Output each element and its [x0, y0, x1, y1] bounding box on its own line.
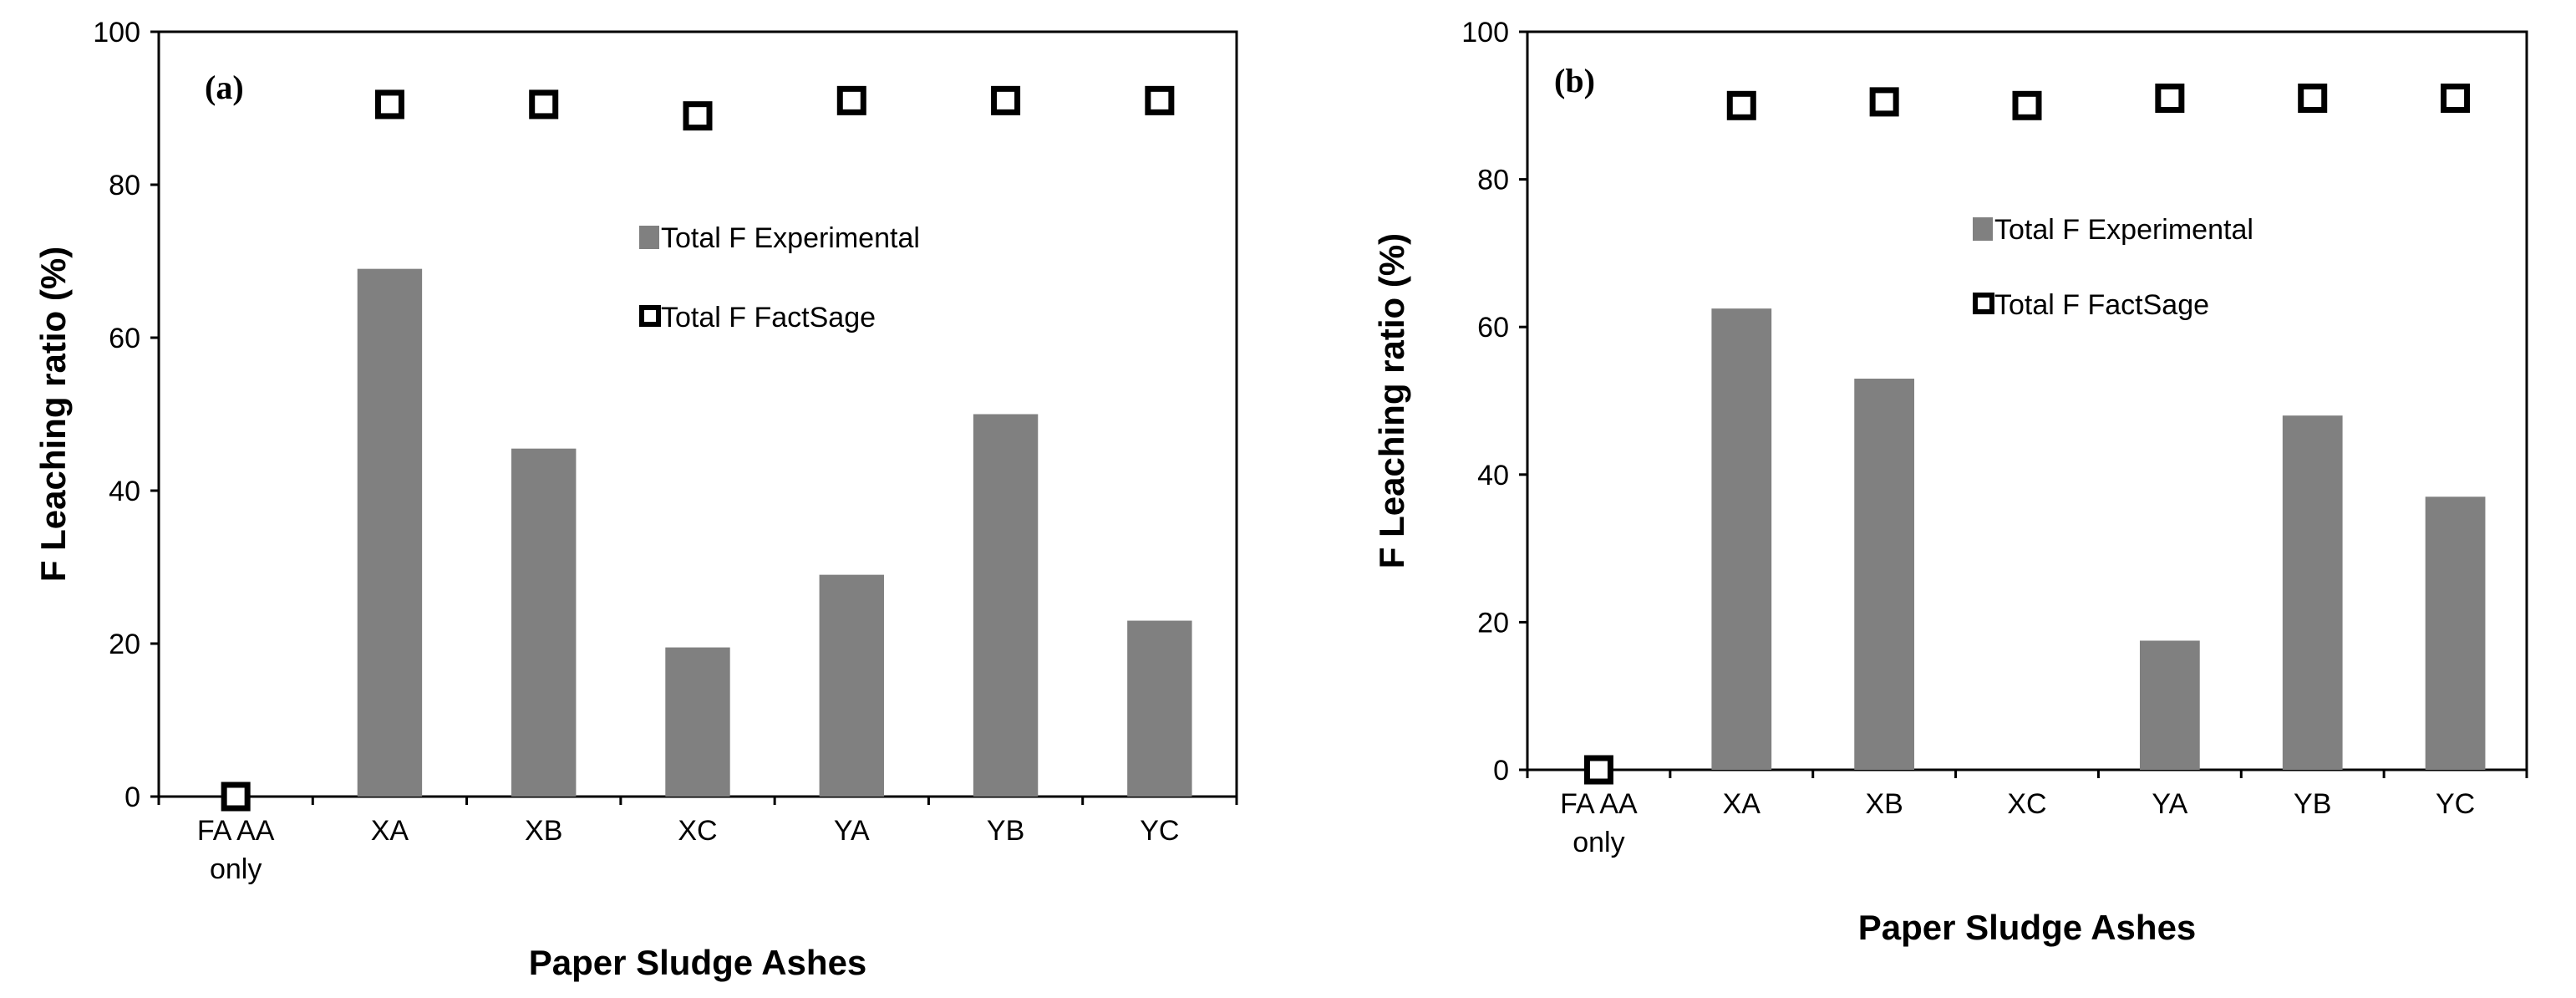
x-tick-label: FA AA	[197, 815, 275, 847]
x-tick-label: YA	[2152, 788, 2187, 820]
x-tick-label: only	[1573, 827, 1624, 858]
marker-factsage	[836, 85, 866, 115]
marker-factsage	[991, 85, 1021, 115]
y-tick-label: 60	[1477, 312, 1509, 344]
legend-swatch-marker	[1973, 293, 1994, 314]
x-tick-label: XA	[371, 815, 409, 847]
y-tick-label: 80	[1477, 165, 1509, 196]
legend-label-factsage: Total F FactSage	[661, 302, 876, 334]
y-tick-label: 80	[109, 170, 140, 201]
x-tick-label: only	[210, 853, 262, 885]
bar-experimental	[1854, 379, 1915, 770]
legend-swatch-marker	[639, 305, 661, 327]
bar-experimental	[1127, 620, 1192, 797]
x-tick-label: YC	[2436, 788, 2475, 820]
x-tick-label: XB	[525, 815, 562, 847]
x-tick-label: YB	[987, 815, 1024, 847]
bar-experimental	[2139, 640, 2200, 770]
marker-factsage	[2155, 83, 2185, 113]
marker-factsage	[529, 89, 559, 120]
y-axis-title: F Leaching ratio (%)	[33, 247, 73, 582]
x-tick-label: XC	[678, 815, 717, 847]
y-tick-label: 60	[109, 323, 140, 354]
bar-experimental	[665, 647, 730, 797]
legend-swatch-bar	[639, 226, 659, 249]
bar-experimental	[2282, 415, 2343, 770]
marker-factsage	[374, 89, 404, 120]
y-tick-label: 0	[124, 782, 140, 813]
bar-experimental	[511, 448, 577, 797]
x-axis-title: Paper Sludge Ashes	[1858, 908, 2197, 947]
x-tick-label: XC	[2007, 788, 2046, 820]
marker-factsage	[1145, 85, 1175, 115]
y-tick-label: 100	[93, 17, 140, 48]
legend-label-experimental: Total F Experimental	[661, 222, 920, 254]
marker-factsage	[1869, 87, 1899, 117]
y-axis-title: F Leaching ratio (%)	[1372, 233, 1411, 568]
plot-frame	[1526, 30, 2528, 771]
x-tick-label: YB	[2294, 788, 2331, 820]
x-tick-label: XB	[1865, 788, 1903, 820]
panel-a: 0 20 40 60 80 100 FA AA only XA XB XC YA YB YC (a) Tota…	[33, 17, 1238, 982]
x-axis-title: Paper Sludge Ashes	[529, 943, 867, 982]
x-tick-label: YC	[1140, 815, 1179, 847]
bar-experimental	[819, 574, 884, 797]
y-tick-label: 40	[109, 476, 140, 507]
marker-factsage	[2441, 83, 2471, 113]
legend-label-factsage: Total F FactSage	[1994, 289, 2209, 321]
x-tick-label: XA	[1723, 788, 1761, 820]
marker-factsage	[2298, 83, 2328, 113]
marker-factsage	[1583, 755, 1613, 785]
legend-swatch-bar	[1973, 217, 1993, 241]
y-tick-label: 20	[1477, 607, 1509, 639]
marker-factsage	[2012, 90, 2042, 120]
panel-b: 0 20 40 60 80 100 FA AA only XA XB XC YA YB YC (b) Tota…	[1372, 17, 2528, 947]
y-tick-label: 20	[109, 629, 140, 660]
legend-label-experimental: Total F Experimental	[1994, 214, 2253, 246]
y-tick-label: 100	[1461, 17, 1509, 48]
marker-factsage	[683, 101, 713, 131]
bar-experimental	[1711, 308, 1772, 770]
marker-factsage	[1726, 90, 1756, 120]
panel-label: (a)	[205, 69, 244, 106]
x-tick-label: YA	[834, 815, 870, 847]
y-tick-label: 0	[1493, 755, 1509, 787]
panel-label: (b)	[1554, 62, 1595, 99]
bar-experimental	[357, 268, 423, 797]
bar-experimental	[2425, 496, 2486, 770]
y-tick-label: 40	[1477, 460, 1509, 491]
x-tick-label: FA AA	[1560, 788, 1638, 820]
bar-experimental	[973, 414, 1039, 797]
marker-factsage	[221, 782, 251, 812]
